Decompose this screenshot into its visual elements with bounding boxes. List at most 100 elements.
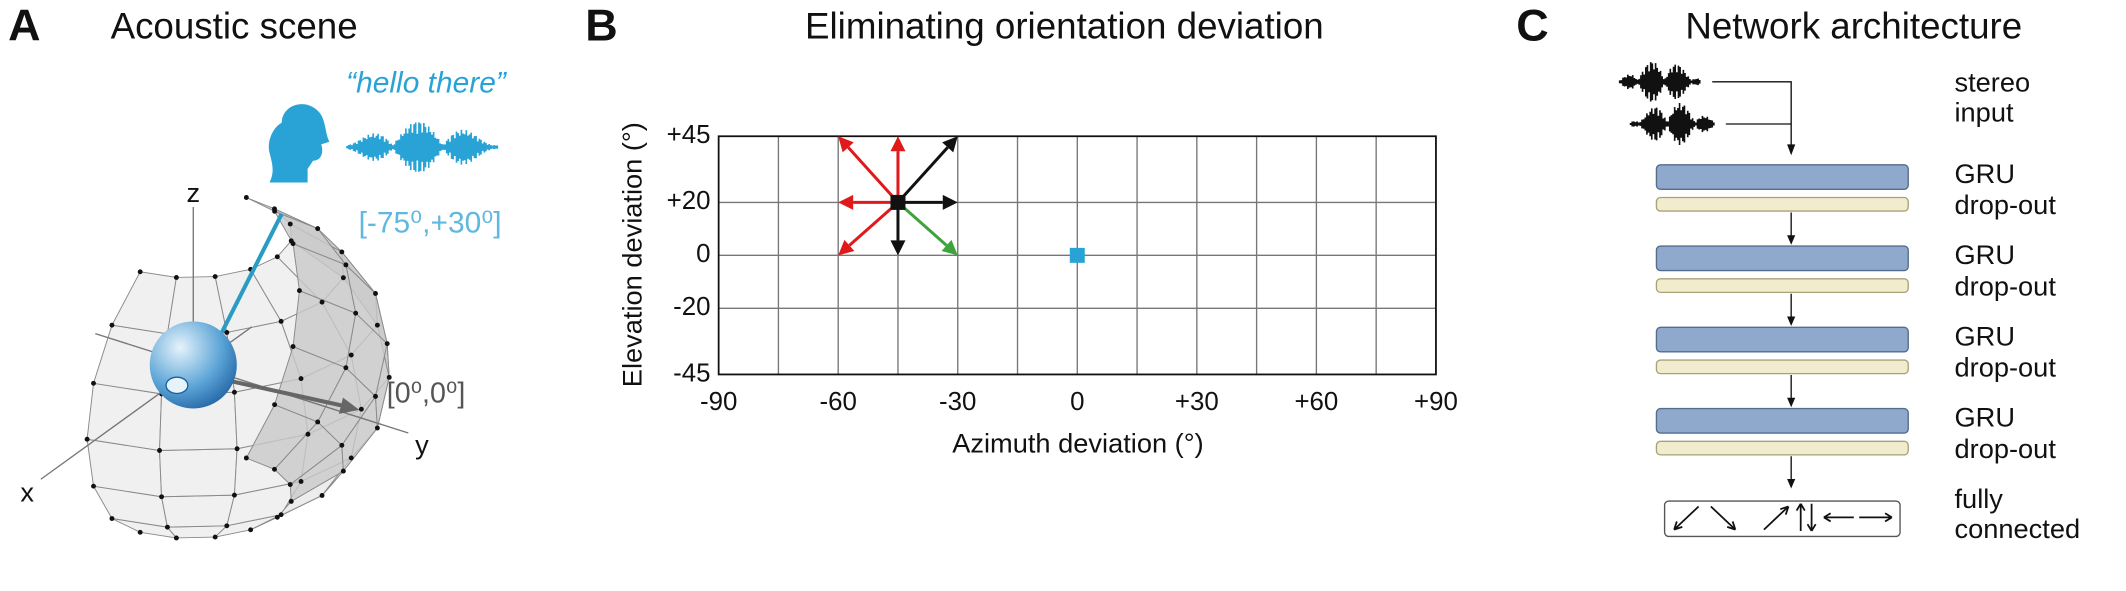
mesh-node [137, 529, 143, 535]
axis-x: x [20, 476, 34, 507]
layer-label: GRU [1955, 239, 2016, 270]
mesh-node [224, 330, 230, 335]
arrow-head [838, 136, 854, 153]
arrow [890, 202, 906, 256]
mesh-node [374, 322, 380, 328]
network: GRUdrop-outGRUdrop-outGRUdrop-outGRUdrop… [1655, 158, 2057, 489]
listener-ear [165, 376, 189, 395]
x-tick-label: -60 [820, 388, 857, 416]
mesh-node [358, 406, 364, 412]
mesh-node [305, 431, 311, 437]
mesh-node [290, 344, 296, 349]
gru-block [1655, 245, 1909, 272]
arrow-head [1787, 316, 1796, 326]
mesh-node [278, 318, 284, 324]
source-line [215, 212, 284, 342]
point [890, 194, 906, 210]
x-tick-label: +30 [1175, 388, 1219, 416]
input-label: stereo [1955, 67, 2031, 98]
mesh-node [212, 534, 218, 540]
mesh-node [91, 483, 96, 489]
mesh-node [212, 274, 218, 280]
y-tick-label: -20 [673, 293, 710, 321]
gru-block [1655, 326, 1909, 353]
output-label: fully [1955, 483, 2004, 514]
mesh-node [157, 448, 162, 453]
arrow [838, 136, 900, 204]
arrow [838, 194, 898, 210]
arrow-head [1787, 397, 1796, 408]
layer-label: drop-out [1955, 270, 2057, 301]
layer-label: drop-out [1955, 189, 2057, 220]
layer-label: GRU [1955, 402, 2016, 433]
mesh-node [340, 468, 346, 474]
mesh-node [274, 514, 280, 520]
mesh-node [339, 249, 345, 255]
gru-block [1655, 164, 1909, 191]
mesh-node [173, 535, 179, 541]
mesh-node [288, 498, 294, 504]
arrow [896, 136, 958, 204]
waveform [346, 122, 499, 172]
dropout-block [1655, 196, 1909, 212]
sphere-mesh [84, 195, 392, 541]
layer-label: GRU [1955, 320, 2016, 351]
mesh-node [164, 524, 170, 530]
mesh-node [340, 275, 346, 281]
panel-letter: A [8, 0, 40, 51]
mesh-node [248, 527, 254, 533]
mesh-node [296, 288, 302, 294]
mesh-node [137, 269, 143, 275]
mesh-node [272, 402, 278, 408]
mesh-node [159, 494, 165, 500]
mesh-node [373, 291, 378, 296]
arrow-shaft [896, 201, 948, 247]
y-tick-label: -45 [673, 359, 710, 387]
point [1069, 247, 1085, 263]
mesh-node [224, 523, 230, 529]
mesh-cell [159, 448, 238, 498]
dropout-block [1655, 278, 1909, 294]
panel-letter: B [585, 0, 617, 51]
y-tick-label: +20 [667, 187, 711, 215]
panel-letter: C [1516, 0, 1548, 51]
mesh-cell [160, 494, 236, 528]
waveform-trace [1618, 62, 1701, 102]
fully-connected-box [1663, 500, 1901, 538]
mesh-node [343, 262, 349, 268]
mesh-node [243, 195, 249, 200]
mesh-node [272, 466, 277, 472]
dropout-block [1655, 359, 1909, 375]
arrow [838, 201, 899, 256]
arrow [896, 201, 958, 256]
arrow-shaft [847, 146, 900, 204]
mesh-node [315, 226, 321, 232]
mesh-node [373, 393, 378, 399]
mesh-node [278, 512, 284, 518]
arrow-head [942, 194, 958, 210]
chart-title: Eliminating orientation deviation [805, 5, 1324, 46]
speaker-icon [268, 104, 330, 183]
dropout-block [1655, 440, 1909, 456]
mesh-node [339, 442, 345, 448]
gru-block [1655, 407, 1909, 434]
axis-z: z [186, 177, 200, 208]
mesh-node [298, 376, 304, 382]
panel-title: Network architecture [1685, 5, 2022, 46]
arrow-head [1787, 478, 1796, 489]
mesh-node [298, 479, 304, 484]
mesh-node [91, 380, 96, 386]
mesh-node [343, 365, 349, 371]
mesh-node [109, 322, 115, 328]
source-direction: [-75⁰,+30⁰] [359, 207, 502, 240]
mesh-node [234, 446, 240, 452]
mesh-node [348, 352, 354, 358]
waveform-trace [346, 122, 499, 172]
mesh-node [243, 455, 249, 461]
axis-y: y [415, 429, 429, 460]
utterance: “hello there” [346, 66, 508, 99]
mesh-cell [86, 382, 163, 452]
layer-label: GRU [1955, 158, 2016, 189]
arrow-head [890, 136, 906, 152]
